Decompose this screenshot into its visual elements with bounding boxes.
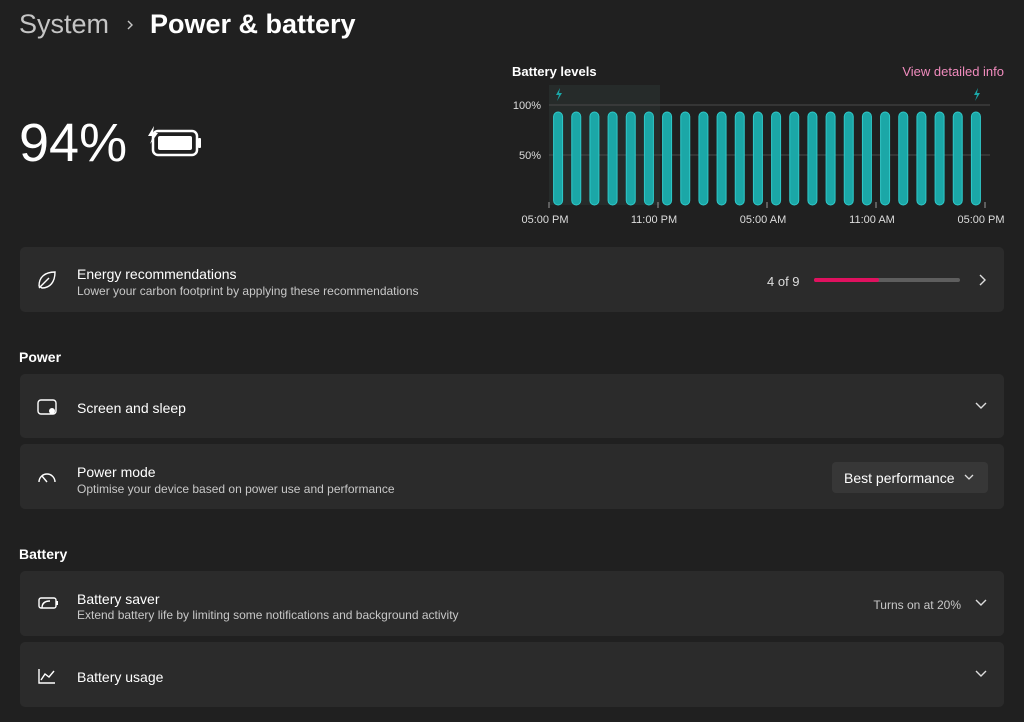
battery-chart: Battery levels View detailed info 100% 50… (512, 64, 1005, 226)
card-title: Battery saver (77, 591, 160, 607)
bar (716, 111, 727, 206)
x-tick-label: 11:00 PM (631, 214, 677, 226)
x-tick-label: 05:00 PM (521, 214, 568, 226)
screen-icon (37, 399, 57, 415)
card-title: Battery usage (77, 669, 164, 685)
card-title: Energy recommendations (77, 266, 237, 282)
energy-card[interactable]: Energy recommendations Lower your carbon… (20, 247, 1004, 312)
chevron-down (975, 670, 987, 677)
progress-fill (814, 278, 879, 282)
bar (589, 111, 600, 206)
bar (607, 111, 618, 206)
charge-icon (974, 88, 980, 101)
battery-charging-icon (148, 126, 201, 157)
bar (698, 111, 709, 206)
bar (970, 111, 981, 206)
chevron-down (964, 474, 974, 480)
power-mode-card[interactable]: Power mode Optimise your device based on… (20, 444, 1004, 509)
breadcrumb-separator (127, 20, 133, 30)
battery-usage-card[interactable]: Battery usage (20, 642, 1004, 707)
bar (916, 111, 927, 206)
gauge-icon (38, 473, 56, 483)
card-description: Optimise your device based on power use … (77, 482, 395, 496)
card-description: Lower your carbon footprint by applying … (77, 284, 419, 298)
bar (734, 111, 745, 206)
chart-title: Battery levels (512, 64, 597, 79)
bar (789, 111, 800, 206)
y-tick-label: 50% (519, 150, 541, 162)
detail-link[interactable]: View detailed info (902, 64, 1004, 79)
bar (662, 111, 673, 206)
breadcrumb-section[interactable]: System (19, 9, 110, 39)
section-heading: Power (19, 349, 62, 365)
progress-label: 4 of 9 (767, 274, 800, 289)
chevron-down (975, 599, 987, 606)
screen-sleep-card[interactable]: Screen and sleep (20, 374, 1004, 438)
dropdown-value: Best performance (844, 470, 955, 486)
bar (771, 111, 782, 206)
chevron-down (975, 402, 987, 409)
section-heading: Battery (19, 546, 68, 562)
bar (861, 111, 872, 206)
card-description: Extend battery life by limiting some not… (77, 608, 459, 622)
bar (553, 111, 564, 206)
bar (643, 111, 654, 206)
battery-percent: 94% (19, 113, 128, 173)
card-title: Power mode (77, 464, 156, 480)
battery-saver-card[interactable]: Battery saver Extend battery life by lim… (20, 571, 1004, 636)
bar (934, 111, 945, 206)
x-tick-label: 05:00 PM (957, 214, 1004, 226)
leaf-icon (38, 271, 56, 289)
bar (807, 111, 818, 206)
progress-track (814, 278, 960, 282)
charge-icon (556, 88, 562, 101)
bar (752, 111, 763, 206)
bar (825, 111, 836, 206)
highlight-region (549, 85, 660, 205)
bar (952, 111, 963, 206)
usage-icon (38, 669, 55, 684)
bar (625, 111, 636, 206)
y-tick-label: 100% (513, 100, 541, 112)
battery-saver-icon (38, 597, 58, 609)
dropdown[interactable]: Best performance (832, 462, 988, 493)
bar (880, 111, 891, 206)
x-tick-label: 11:00 AM (849, 214, 895, 226)
bar (571, 111, 582, 206)
bar (898, 111, 909, 206)
card-title: Screen and sleep (77, 400, 186, 416)
chevron-right (979, 274, 986, 286)
status-text: Turns on at 20% (873, 598, 961, 612)
bar (680, 111, 691, 206)
bar (843, 111, 854, 206)
x-tick-label: 05:00 AM (740, 214, 786, 226)
page-title: Power & battery (150, 9, 356, 39)
